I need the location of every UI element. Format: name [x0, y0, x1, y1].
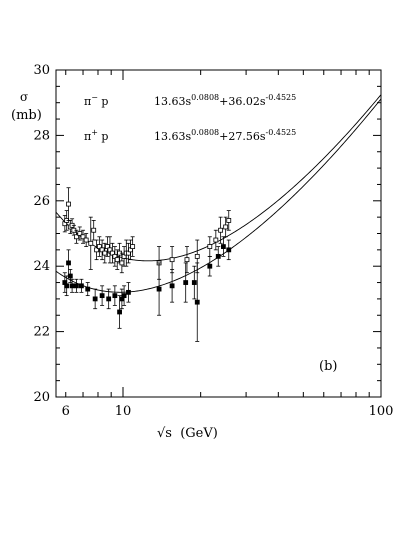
reaction-charge: −: [91, 93, 98, 102]
reaction-symbol: π: [84, 95, 91, 108]
x-tick-label: 6: [62, 404, 70, 419]
data-point-open: [130, 244, 136, 249]
axes: 20 22 24 26 28 30 6 10 100: [33, 63, 393, 419]
data-point-filled: [207, 263, 213, 269]
data-point-open: [91, 227, 97, 233]
data-point-open: [96, 244, 102, 249]
data-point-open: [104, 244, 110, 249]
fit-exponent-p: 0.0808: [191, 128, 219, 137]
svg-text:13.63s0.0808+36.02s-0.4525: 13.63s0.0808+36.02s-0.4525: [154, 93, 296, 108]
data-point-filled: [126, 289, 131, 295]
reaction-target: p: [98, 130, 109, 143]
data-point-open: [213, 237, 219, 243]
data-point-open: [94, 247, 99, 253]
data-point-open: [88, 240, 94, 246]
fit-curve: [55, 94, 382, 262]
data-point-open: [119, 260, 125, 266]
data-points: [62, 187, 232, 342]
data-point-open: [83, 237, 89, 243]
fit-coefficient-a: 13.63: [154, 95, 186, 108]
data-point-filled: [156, 286, 162, 292]
svg-text:π+ p: π+ p: [84, 128, 108, 143]
data-point-open: [66, 201, 71, 207]
y-axis-unit: (mb): [11, 108, 42, 123]
data-point-open: [107, 247, 113, 253]
data-point-filled: [112, 293, 118, 299]
data-point-filled: [191, 280, 197, 285]
fit-operator: +: [219, 95, 228, 108]
svg-text:π− p: π− p: [84, 93, 108, 108]
data-point-open: [114, 257, 120, 263]
data-point-filled: [74, 283, 79, 289]
y-tick-label: 22: [33, 325, 50, 340]
fit-exponent-p: 0.0808: [191, 93, 219, 102]
data-point-filled: [99, 293, 105, 299]
x-tick-label: 10: [115, 404, 132, 419]
reaction-charge: +: [91, 128, 98, 137]
y-tick-label: 26: [33, 194, 50, 209]
y-tick-label: 24: [33, 259, 50, 274]
data-point-open: [223, 224, 229, 230]
y-tick-label: 20: [33, 390, 50, 405]
data-point-open: [77, 231, 83, 236]
data-point-filled: [64, 283, 70, 289]
svg-text:13.63s0.0808+27.56s-0.4525: 13.63s0.0808+27.56s-0.4525: [154, 128, 296, 143]
data-point-open: [184, 257, 190, 263]
data-point-filled: [183, 280, 189, 285]
data-point-open: [102, 250, 108, 256]
data-point-filled: [117, 309, 122, 315]
data-point-open: [110, 250, 115, 256]
data-point-filled: [92, 296, 98, 302]
x-tick-label: 100: [369, 404, 394, 419]
data-point-filled: [106, 296, 112, 302]
data-point-filled: [220, 244, 226, 249]
data-point-open: [207, 244, 213, 249]
fit-exponent-q: -0.4525: [266, 93, 297, 102]
fit-legend-pi-plus: π+ p 13.63s0.0808+27.56s-0.4525: [84, 128, 296, 143]
data-point-open: [218, 227, 224, 233]
fit-exponent-q: -0.4525: [266, 128, 297, 137]
data-point-filled: [66, 260, 71, 266]
fit-operator: +: [219, 130, 228, 143]
data-point-filled: [69, 283, 75, 289]
reaction-symbol: π: [84, 130, 91, 143]
data-point-open: [169, 257, 175, 263]
plot-frame: [55, 69, 382, 398]
data-point-open: [74, 234, 79, 240]
data-point-open: [80, 234, 86, 240]
data-point-filled: [79, 283, 84, 289]
fit-coefficient-b: 27.56: [228, 130, 260, 143]
reaction-target: p: [98, 95, 109, 108]
y-axis-symbol: σ: [20, 90, 28, 104]
fit-legend-pi-minus: π− p 13.63s0.0808+36.02s-0.4525: [84, 93, 296, 108]
data-point-filled: [169, 283, 175, 289]
data-point-filled: [226, 247, 232, 253]
panel-label: (b): [319, 359, 337, 374]
x-axis-label: √s (GeV): [157, 426, 218, 441]
y-tick-label: 28: [33, 128, 50, 143]
fit-coefficient-a: 13.63: [154, 130, 186, 143]
data-point-filled: [215, 253, 221, 259]
data-point-filled: [194, 299, 200, 305]
data-point-filled: [85, 286, 91, 292]
data-point-open: [226, 218, 232, 223]
data-point-open: [99, 247, 105, 253]
y-tick-label: 30: [33, 63, 50, 78]
data-point-open: [194, 253, 200, 259]
data-point-filled: [67, 273, 73, 279]
data-point-filled: [121, 293, 127, 299]
fit-coefficient-b: 36.02: [228, 95, 260, 108]
